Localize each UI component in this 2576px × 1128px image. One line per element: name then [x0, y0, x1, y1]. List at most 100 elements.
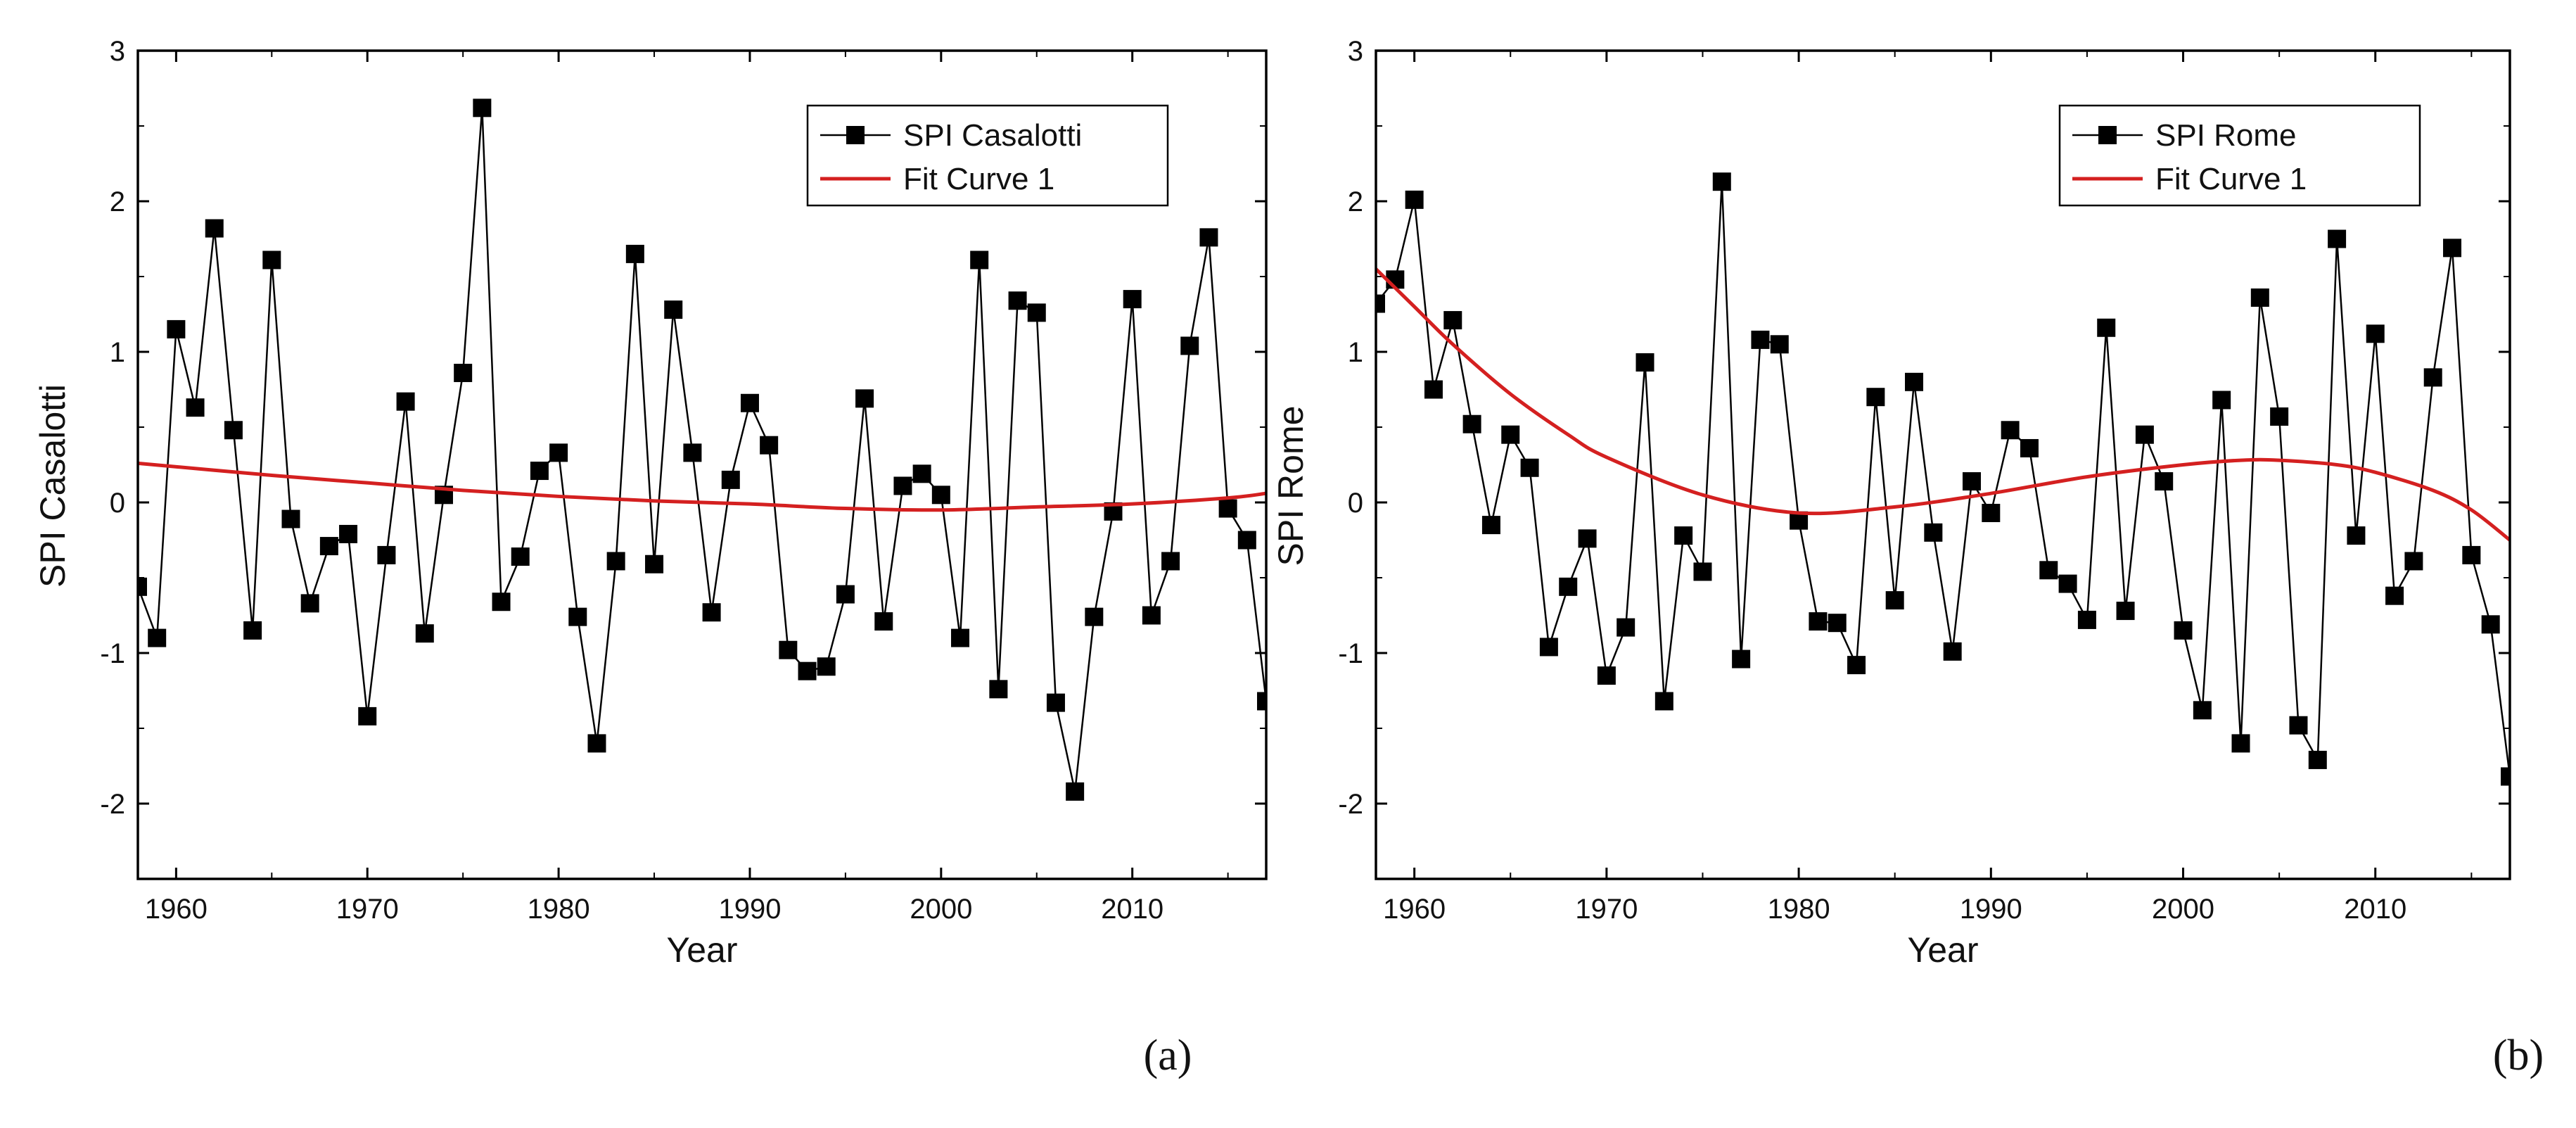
- data-point: [1085, 607, 1104, 626]
- data-point: [319, 537, 338, 556]
- y-tick-label: 3: [1348, 36, 1363, 67]
- fit-curve-line: [138, 461, 1266, 512]
- x-tick-label: 1960: [145, 894, 208, 925]
- data-point: [779, 640, 798, 659]
- data-point: [262, 251, 281, 270]
- data-point: [1905, 372, 1924, 391]
- data-point: [2366, 324, 2385, 343]
- y-tick-label: 1: [1348, 337, 1363, 368]
- y-tick-label: -2: [100, 789, 125, 820]
- data-point: [989, 680, 1008, 699]
- data-point: [1008, 291, 1027, 310]
- y-tick-label: -1: [1338, 638, 1363, 669]
- data-point: [2116, 602, 2135, 621]
- x-tick-label: 2010: [1101, 894, 1163, 925]
- data-point: [148, 628, 167, 647]
- data-point: [587, 734, 606, 753]
- data-point: [358, 706, 377, 725]
- data-point: [1520, 458, 1539, 477]
- data-point: [2039, 561, 2058, 580]
- data-point: [1539, 638, 1558, 657]
- fit-curve-line: [1376, 267, 2510, 542]
- data-point: [339, 524, 358, 543]
- data-point: [2077, 610, 2096, 629]
- data-point: [664, 300, 683, 319]
- data-point: [205, 219, 224, 238]
- data-point: [2001, 421, 2020, 440]
- data-point: [2347, 526, 2366, 545]
- panel-label: (a): [1144, 1032, 1192, 1079]
- data-point: [2423, 368, 2442, 387]
- data-point: [530, 462, 549, 481]
- data-point: [2097, 318, 2116, 337]
- data-point: [1376, 294, 1385, 313]
- data-point: [1885, 591, 1904, 610]
- data-point: [2155, 472, 2174, 491]
- y-tick-label: 3: [110, 36, 125, 67]
- data-point: [2481, 615, 2500, 634]
- data-point: [2270, 407, 2289, 426]
- x-tick-label: 1980: [528, 894, 590, 925]
- x-tick-label: 1980: [1768, 894, 1830, 925]
- data-point: [281, 509, 300, 528]
- legend-label: SPI Casalotti: [903, 118, 1082, 153]
- legend-label: SPI Rome: [2155, 118, 2297, 153]
- data-point: [606, 552, 625, 571]
- data-point: [1199, 228, 1218, 247]
- data-point: [138, 577, 147, 596]
- data-point: [1828, 614, 1847, 633]
- chart-panel-1: -2 -1 0 1 2 3 1960 1970 1980 1990 2000 2010 Year SPI …: [33, 36, 1268, 1079]
- data-point: [1405, 190, 1424, 209]
- data-point: [1180, 336, 1199, 355]
- series-line: [138, 108, 1266, 792]
- data-point: [702, 603, 721, 622]
- data-point: [186, 398, 205, 417]
- data-point: [1066, 782, 1085, 801]
- data-point: [1161, 552, 1180, 571]
- data-point: [377, 545, 396, 564]
- y-tick-label: 1: [110, 337, 125, 368]
- data-point: [1732, 649, 1751, 668]
- data-point: [1257, 692, 1266, 711]
- data-point: [1617, 618, 1635, 637]
- data-point: [874, 612, 893, 631]
- legend-box: [806, 104, 1169, 207]
- data-point: [300, 594, 319, 613]
- data-point: [1943, 642, 1962, 661]
- y-axis-title: SPI Rome: [1271, 406, 1311, 566]
- data-layer: [138, 99, 1266, 801]
- data-point: [167, 319, 186, 338]
- data-point: [2328, 229, 2347, 248]
- x-tick-label: 1970: [336, 894, 399, 925]
- data-point: [2174, 621, 2193, 640]
- x-tick-label: 2010: [2344, 894, 2406, 925]
- data-point: [798, 661, 817, 680]
- x-axis-title: Year: [1907, 930, 1978, 970]
- x-tick-label: 1990: [718, 894, 781, 925]
- y-tick-label: 0: [110, 488, 125, 519]
- data-point: [568, 607, 587, 626]
- data-point: [1809, 612, 1828, 631]
- data-point: [2250, 288, 2269, 307]
- legend-swatch-marker: [2098, 126, 2117, 144]
- data-point: [817, 657, 836, 676]
- data-point: [1847, 656, 1866, 675]
- y-tick-label: -2: [1338, 789, 1363, 820]
- data-point: [511, 547, 530, 566]
- data-point: [1123, 290, 1142, 309]
- data-point: [1674, 526, 1693, 545]
- data-point: [970, 251, 989, 270]
- chart-panel-2: -2 -1 0 1 2 3 1960 1970 1980 1990 2000 2010 Year SPI …: [1271, 36, 2544, 1079]
- data-point: [836, 585, 855, 604]
- data-point: [1962, 472, 1981, 491]
- data-point: [1046, 693, 1065, 712]
- data-point: [1481, 516, 1500, 535]
- data-point: [454, 363, 473, 382]
- data-point: [855, 389, 874, 408]
- data-point: [1501, 425, 1520, 444]
- data-point: [760, 436, 779, 455]
- data-point: [2020, 438, 2039, 457]
- data-point: [1635, 353, 1654, 372]
- data-point: [1559, 577, 1578, 596]
